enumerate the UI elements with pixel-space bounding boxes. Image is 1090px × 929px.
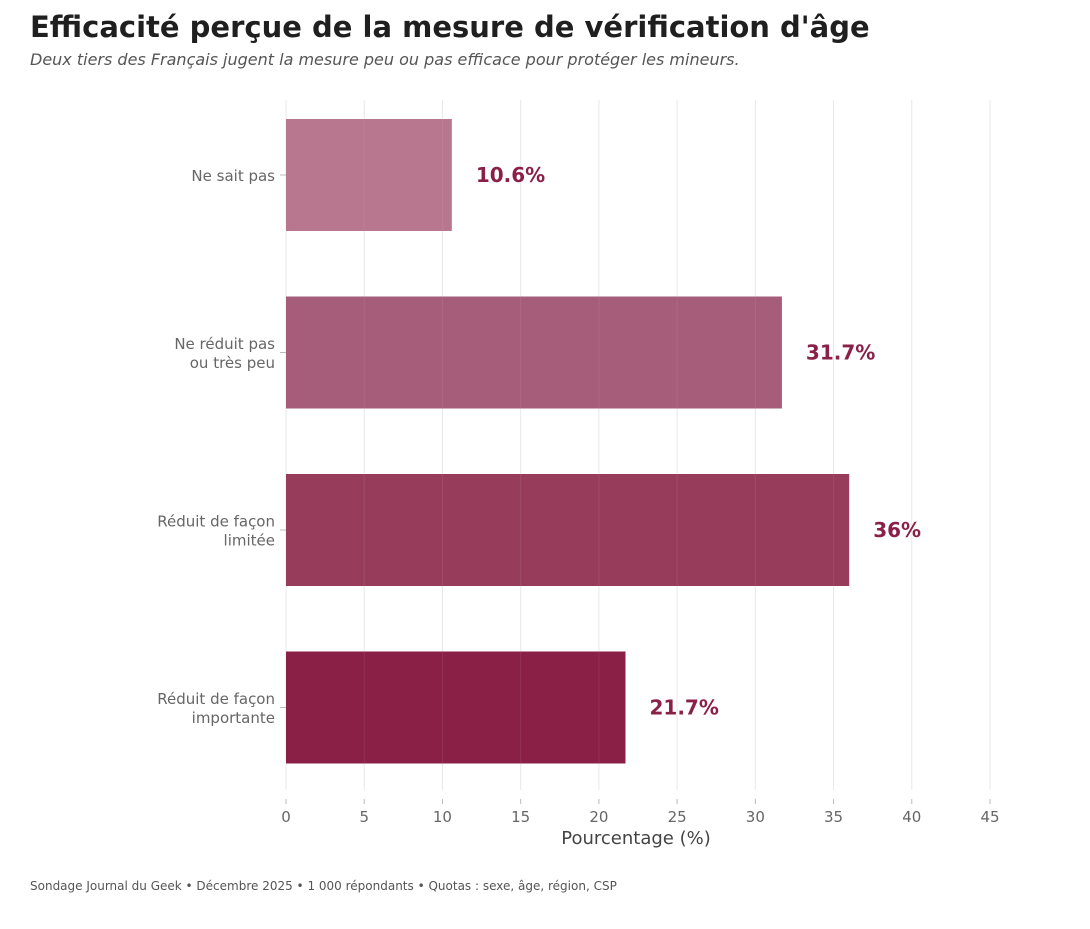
x-tick-label: 35 (824, 808, 843, 826)
x-tick-label: 20 (589, 808, 608, 826)
category-labels: Ne sait pas Ne réduit pas ou très peu Rédui… (157, 167, 286, 727)
x-tick-label: 15 (511, 808, 530, 826)
category-label-line: Ne réduit pas (174, 335, 275, 353)
bar (286, 296, 782, 409)
x-tick-label: 40 (902, 808, 921, 826)
x-tick-label: 30 (746, 808, 765, 826)
value-label: 10.6% (476, 163, 545, 187)
category-label-line: Réduit de façon (157, 690, 275, 708)
bar (286, 651, 626, 764)
x-tick-label: 10 (433, 808, 452, 826)
x-axis: 0 5 10 15 20 25 30 35 40 45 (281, 799, 1000, 826)
category-label-line: ou très peu (190, 354, 275, 372)
x-tick-label: 25 (668, 808, 687, 826)
x-tick-label: 0 (281, 808, 291, 826)
category-label-line: Ne sait pas (191, 167, 275, 185)
x-tick-label: 45 (980, 808, 999, 826)
category-label-line: limitée (224, 532, 275, 550)
bar-chart: 10.6% 31.7% 36% 21.7% Ne sait pas Ne réduit … (157, 100, 1000, 849)
value-label: 36% (873, 518, 921, 542)
bars (286, 119, 850, 764)
chart-title: Efficacité perçue de la mesure de vérifi… (30, 10, 870, 44)
category-label: Réduit de façon limitée (157, 513, 275, 550)
bar (286, 119, 452, 231)
category-label: Ne sait pas (191, 167, 275, 185)
bar (286, 474, 850, 586)
value-label: 21.7% (649, 696, 718, 720)
category-label: Réduit de façon importante (157, 690, 275, 727)
category-label-line: importante (192, 709, 275, 727)
x-tick-label: 5 (359, 808, 369, 826)
value-labels: 10.6% 31.7% 36% 21.7% (476, 163, 921, 720)
chart-subtitle: Deux tiers des Français jugent la mesure… (30, 50, 740, 69)
x-axis-label: Pourcentage (%) (561, 828, 710, 849)
source-note: Sondage Journal du Geek • Décembre 2025 … (30, 879, 617, 893)
value-label: 31.7% (806, 341, 875, 365)
category-label-line: Réduit de façon (157, 513, 275, 531)
category-label: Ne réduit pas ou très peu (174, 335, 275, 372)
